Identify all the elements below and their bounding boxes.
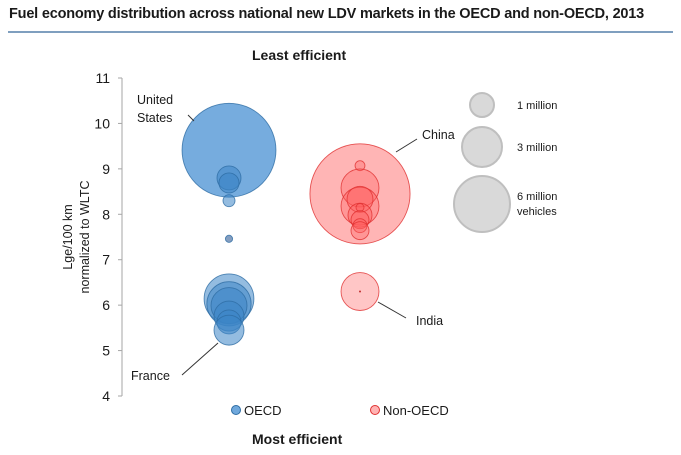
top-annotation: Least efficient — [252, 47, 347, 63]
callout-france: France — [131, 369, 170, 383]
legend-marker-non-oecd — [370, 405, 380, 415]
legend-marker-oecd — [231, 405, 241, 415]
bubble-china — [309, 143, 411, 245]
callout-india: India — [416, 314, 443, 328]
india-center-dot — [359, 290, 361, 293]
y-axis-label-line1: Lge/100 km — [61, 204, 75, 269]
bubble-oecd-2 — [218, 172, 240, 194]
bubble-oecd-4 — [224, 234, 234, 243]
size-legend-circle-1 — [469, 92, 495, 118]
bubble-france — [213, 314, 245, 346]
size-legend-circle-3 — [461, 126, 503, 168]
size-legend-label: 6 million — [517, 191, 557, 203]
size-legend: 1 million 3 million 6 million vehicles — [453, 92, 557, 233]
callout-united-states-line2: States — [137, 111, 172, 125]
callout-line-china — [395, 138, 418, 153]
bubble-non-oecd-1 — [354, 160, 366, 172]
series-legend: OECD Non-OECD — [231, 403, 449, 418]
legend-label-oecd: OECD — [244, 403, 282, 418]
legend-label-non-oecd: Non-OECD — [383, 403, 449, 418]
y-tick-label: 9 — [102, 161, 110, 177]
y-tick-label: 8 — [102, 206, 110, 222]
y-tick-label: 6 — [102, 297, 110, 313]
title-divider — [8, 31, 673, 33]
y-tick-label: 7 — [102, 252, 110, 268]
bubble-non-oecd-2 — [340, 168, 380, 208]
callout-line-india — [377, 301, 407, 319]
bubble-non-oecd-7 — [350, 210, 370, 230]
y-tick-label: 10 — [94, 115, 110, 131]
bottom-annotation: Most efficient — [252, 431, 343, 447]
bubble-non-oecd-9 — [350, 221, 370, 241]
y-tick-label: 11 — [95, 70, 110, 86]
callouts: United States France China India — [131, 93, 455, 383]
y-tick-label: 4 — [102, 388, 110, 404]
size-legend-label: 3 million — [517, 142, 557, 154]
chart-title: Fuel economy distribution across nationa… — [9, 6, 645, 22]
y-axis-label-line2: normalized to WLTC — [78, 181, 92, 294]
bubble-non-oecd-6 — [355, 203, 365, 212]
size-legend-label: 1 million — [517, 100, 557, 112]
size-legend-label-unit: vehicles — [517, 206, 557, 218]
callout-line-united-states — [187, 114, 195, 122]
bubble-oecd-3 — [222, 194, 236, 208]
bubbles — [181, 102, 411, 346]
size-legend-circle-6 — [453, 175, 511, 233]
y-tick-label: 5 — [102, 343, 110, 359]
y-axis: 11 10 9 8 7 6 5 4 — [94, 70, 123, 404]
callout-china: China — [422, 128, 455, 142]
callout-line-france — [181, 342, 219, 376]
bubble-non-oecd-3 — [340, 186, 380, 226]
callout-united-states-line1: United — [137, 93, 173, 107]
bubble-non-oecd-4 — [346, 185, 374, 213]
